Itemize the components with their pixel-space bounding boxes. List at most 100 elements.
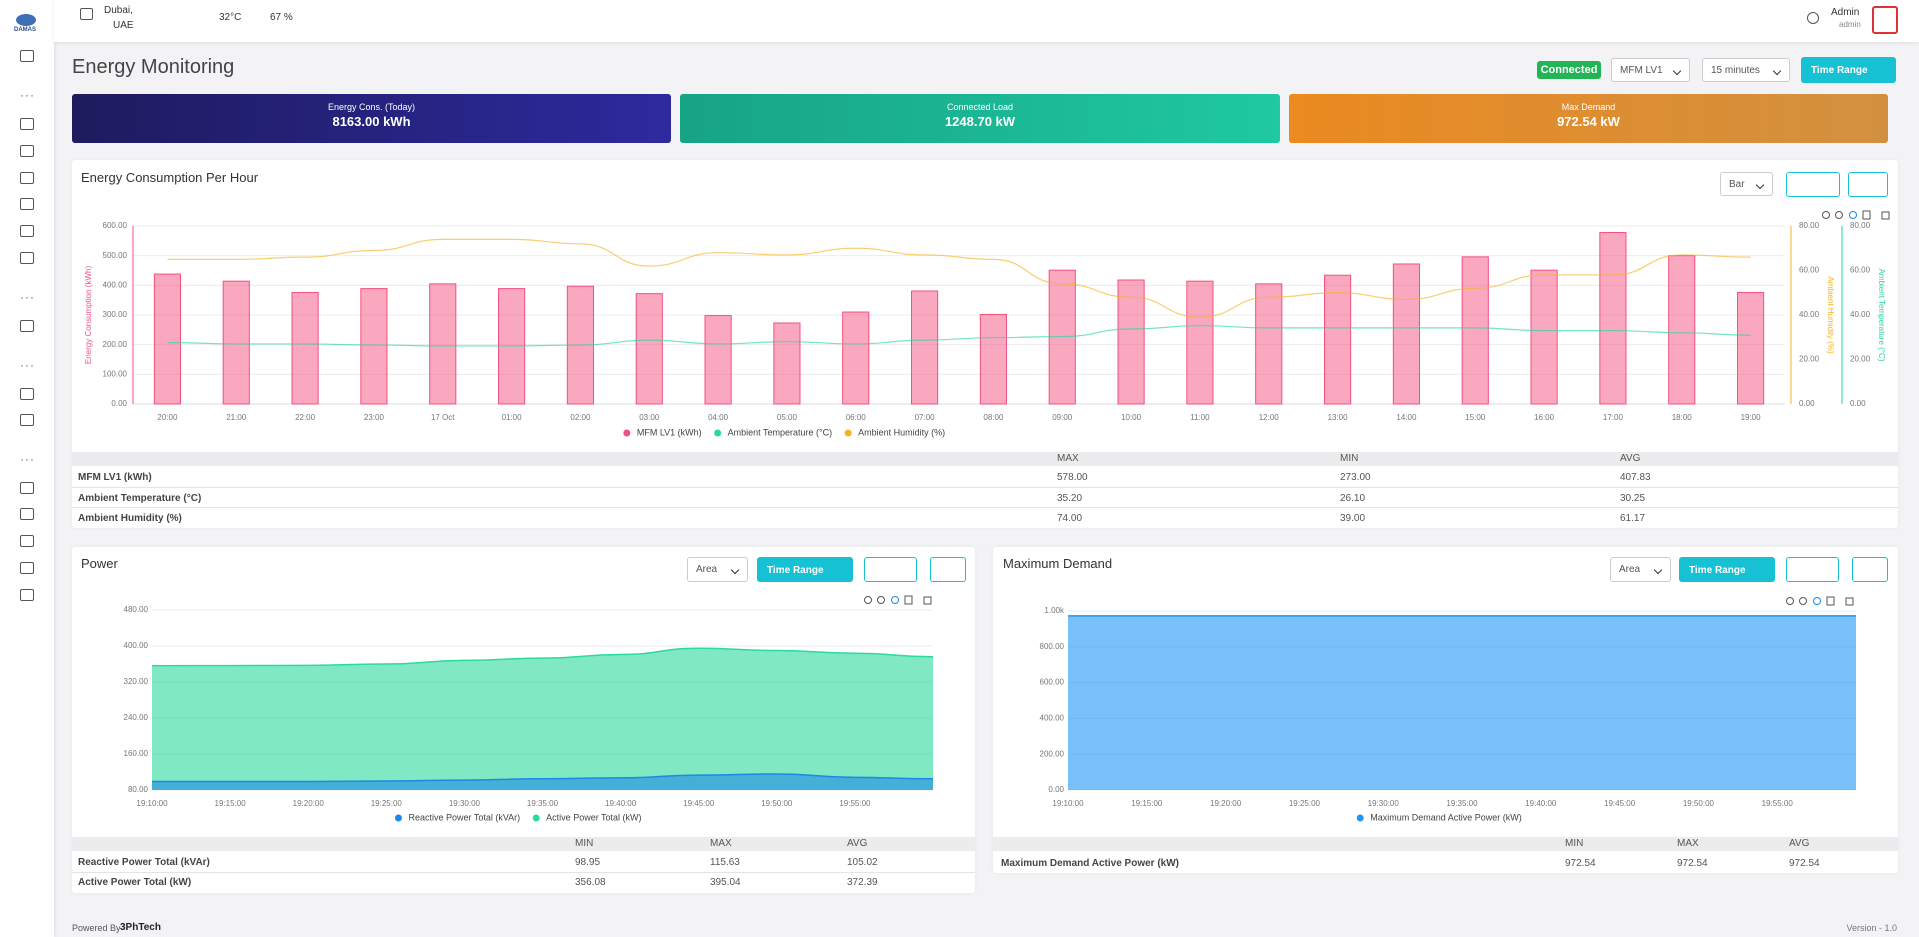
chart-type-select[interactable]: Area — [1610, 557, 1671, 582]
row-name: Reactive Power Total (kVAr) — [78, 857, 210, 868]
demand-panel: Maximum Demand Area Time Range MIN MAX A… — [993, 547, 1898, 873]
weather-temperature: 32°C — [219, 12, 242, 23]
cell: 273.00 — [1340, 472, 1371, 483]
fullscreen-button[interactable] — [1852, 557, 1888, 582]
fullscreen-button[interactable] — [930, 557, 966, 582]
status-badge: Connected — [1537, 61, 1601, 79]
time-range-button[interactable]: Time Range — [757, 557, 853, 582]
separator: ··· — [20, 452, 35, 466]
column-header: AVG — [847, 838, 868, 849]
interval-select[interactable]: 15 minutes — [1702, 58, 1790, 82]
page-title: Energy Monitoring — [72, 56, 235, 78]
cell: 395.04 — [710, 877, 741, 888]
column-header: MAX — [1677, 838, 1699, 849]
export-button[interactable] — [1786, 557, 1839, 582]
table-header — [72, 837, 975, 851]
panel-title: Maximum Demand — [1003, 556, 1113, 571]
column-header: AVG — [1789, 838, 1810, 849]
card-label: Max Demand — [1561, 102, 1616, 112]
time-range-button[interactable]: Time Range — [1801, 57, 1896, 83]
card-value: 1248.70 kW — [944, 114, 1016, 129]
cell: 407.83 — [1620, 472, 1651, 483]
cell: 26.10 — [1340, 493, 1366, 504]
nav-icon[interactable] — [20, 535, 34, 547]
cell: 356.08 — [575, 877, 606, 888]
home-icon[interactable] — [20, 50, 34, 62]
export-button[interactable] — [864, 557, 917, 582]
nav-icon[interactable] — [20, 252, 34, 264]
user-name: Admin — [1831, 7, 1860, 18]
nav-icon[interactable] — [20, 508, 34, 520]
chart-type-select[interactable]: Area — [687, 557, 748, 582]
column-header: AVG — [1620, 453, 1641, 464]
cell: 39.00 — [1340, 513, 1366, 524]
row-name: MFM LV1 (kWh) — [78, 472, 152, 483]
card-label: Connected Load — [946, 102, 1014, 112]
time-range-button[interactable]: Time Range — [1679, 557, 1775, 582]
cell: 972.54 — [1677, 858, 1708, 869]
nav-icon[interactable] — [20, 225, 34, 237]
column-header: MIN — [1565, 838, 1584, 849]
card: Max Demand 972.54 kW — [1289, 94, 1888, 143]
table-header — [72, 452, 1898, 466]
cell: 105.02 — [847, 857, 878, 868]
nav-icon[interactable] — [20, 172, 34, 184]
export-button[interactable] — [1786, 172, 1840, 197]
nav-icon[interactable] — [20, 562, 34, 574]
column-header: MAX — [1057, 453, 1079, 464]
cell: 115.63 — [710, 857, 740, 868]
cell: 61.17 — [1620, 513, 1646, 524]
card-label: Energy Cons. (Today) — [327, 102, 416, 112]
top-bar: Dubai, UAE 32°C 67 % Admin admin — [54, 0, 1919, 42]
separator: ··· — [20, 88, 35, 102]
nav-icon[interactable] — [20, 589, 34, 601]
weather-humidity: 67 % — [270, 12, 293, 23]
cell: 972.54 — [1789, 858, 1820, 869]
row-divider — [72, 872, 975, 873]
nav-icon[interactable] — [20, 388, 34, 400]
row-name: Ambient Humidity (%) — [78, 513, 182, 524]
separator: ··· — [20, 358, 35, 372]
cell: 578.00 — [1057, 472, 1088, 483]
nav-icon[interactable] — [20, 118, 34, 130]
theme-toggle[interactable] — [1807, 12, 1819, 24]
powered-by: Powered By — [72, 923, 121, 933]
location-country: UAE — [113, 20, 134, 31]
cell: 30.25 — [1620, 493, 1646, 504]
nav-icon[interactable] — [20, 198, 34, 210]
sidebar: DAMAS ··· ··· ··· ··· — [0, 0, 54, 937]
cell: 372.39 — [847, 877, 878, 888]
panel-title: Energy Consumption Per Hour — [81, 170, 259, 185]
nav-icon[interactable] — [20, 145, 34, 157]
card-value: 972.54 kW — [1557, 114, 1620, 129]
column-header: MIN — [575, 838, 594, 849]
cell: 98.95 — [575, 857, 601, 868]
logo-text: DAMAS — [14, 27, 36, 33]
panel-title: Power — [81, 556, 118, 571]
energy-panel: Energy Consumption Per Hour Bar MAX MIN … — [72, 160, 1898, 528]
cell: 74.00 — [1057, 513, 1083, 524]
nav-icon[interactable] — [20, 482, 34, 494]
row-name: Active Power Total (kW) — [78, 877, 192, 888]
version: Version - 1.0 — [1846, 923, 1897, 933]
power-panel: Power Area Time Range MIN MAX AVG Reacti… — [72, 547, 975, 893]
user-role: admin — [1839, 20, 1861, 29]
calendar-icon[interactable] — [80, 8, 93, 20]
location-city: Dubai, — [104, 5, 133, 16]
meter-select[interactable]: MFM LV1 — [1611, 58, 1690, 82]
column-header: MAX — [710, 838, 732, 849]
column-header: MIN — [1340, 453, 1359, 464]
row-name: Ambient Temperature (°C) — [78, 493, 202, 504]
table-header — [993, 837, 1898, 851]
card: Connected Load 1248.70 kW — [680, 94, 1280, 143]
fullscreen-button[interactable] — [1848, 172, 1888, 197]
card-value: 8163.00 kWh — [332, 114, 411, 129]
avatar[interactable] — [1872, 6, 1898, 34]
row-divider — [72, 487, 1898, 488]
chart-type-select[interactable]: Bar — [1720, 172, 1773, 196]
nav-icon[interactable] — [20, 414, 34, 426]
card: Energy Cons. (Today) 8163.00 kWh — [72, 94, 671, 143]
separator: ··· — [20, 290, 35, 304]
nav-icon[interactable] — [20, 320, 34, 332]
